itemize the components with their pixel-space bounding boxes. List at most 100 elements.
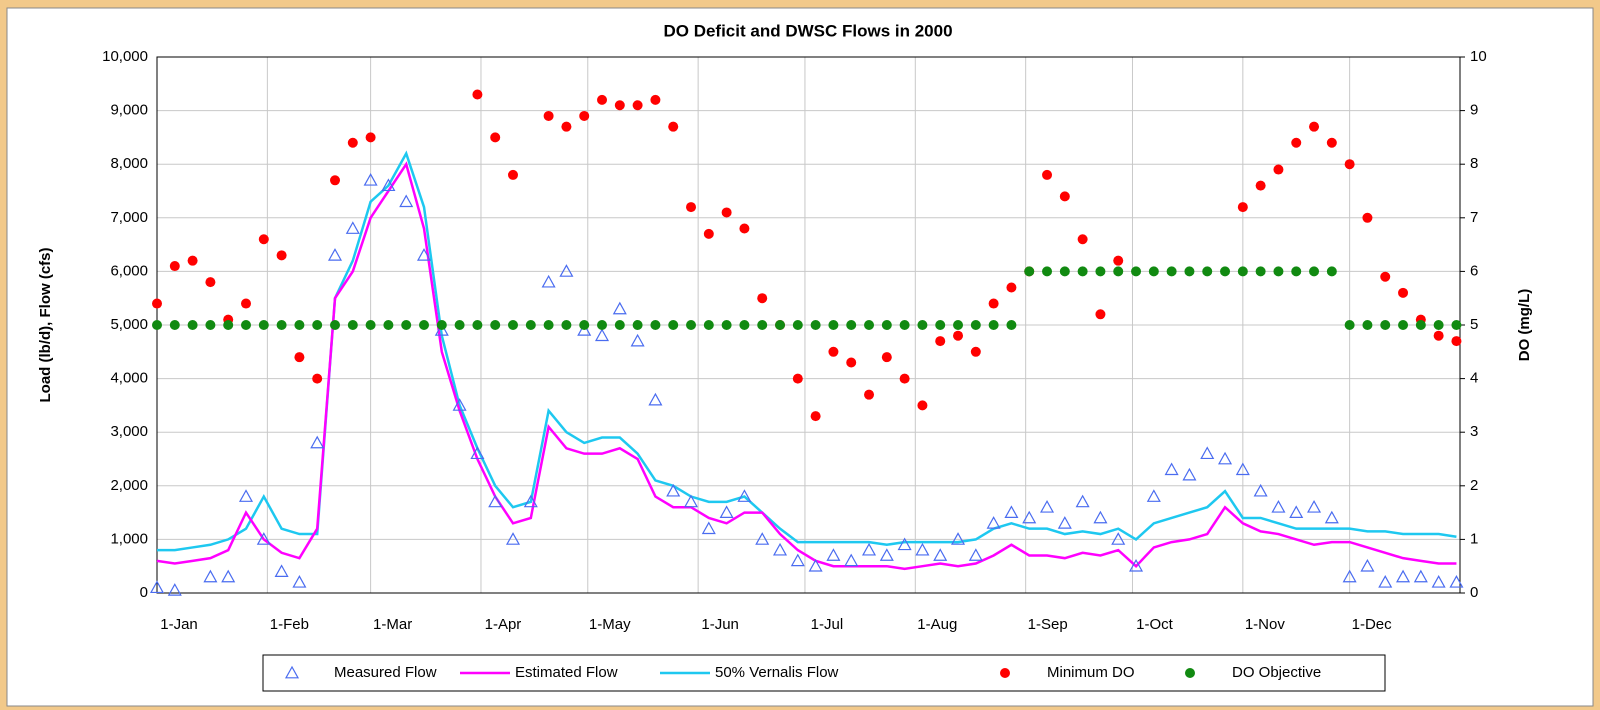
measured-point: [1022, 510, 1037, 524]
do-point: [294, 352, 305, 363]
measured-point: [1129, 558, 1144, 572]
do-point: [792, 320, 803, 330]
do-point: [152, 298, 162, 309]
measured-point: [345, 221, 360, 234]
do-point: [650, 94, 661, 105]
chart-title: DO Deficit and DWSC Flows in 2000: [663, 21, 952, 40]
measured-point: [1075, 494, 1090, 508]
x-tick-label: 1-Jul: [811, 616, 844, 633]
do-point: [1059, 266, 1070, 277]
do-point: [347, 137, 358, 148]
measured-point: [1093, 510, 1108, 524]
do-point: [401, 320, 412, 330]
legend-label: DO Objective: [1232, 664, 1321, 681]
x-tick-label: 1-Nov: [1245, 616, 1286, 633]
measured-point: [968, 548, 983, 561]
measured-point: [1200, 446, 1215, 460]
do-point: [1326, 137, 1337, 148]
measured-point: [1413, 569, 1428, 583]
do-point: [241, 320, 252, 330]
do-point: [1042, 169, 1053, 180]
do-point: [703, 320, 714, 330]
legend-label: Measured Flow: [334, 664, 437, 681]
measured-point: [256, 532, 271, 545]
do-point: [1433, 330, 1444, 341]
do-point: [187, 255, 198, 266]
do-point: [1095, 309, 1106, 320]
y2-tick-label: 4: [1470, 370, 1478, 387]
measured-point: [470, 446, 485, 460]
measured-point: [772, 542, 788, 556]
y2-tick-label: 6: [1470, 262, 1478, 279]
do-point: [1059, 191, 1070, 202]
do-point: [935, 320, 946, 330]
measured-point: [648, 392, 663, 406]
measured-point: [666, 483, 681, 497]
do-point: [258, 320, 269, 330]
do-point: [312, 373, 323, 384]
measured-point: [1307, 500, 1322, 513]
do-point: [561, 320, 572, 330]
measured-point: [719, 505, 734, 519]
do-point: [828, 320, 839, 330]
do-point: [579, 110, 590, 121]
x-tick-label: 1-Feb: [270, 616, 309, 633]
do-point: [1362, 212, 1373, 223]
measured-point: [951, 532, 966, 545]
x-tick-label: 1-Mar: [373, 616, 412, 633]
do-point: [792, 373, 803, 384]
do-point: [881, 320, 892, 330]
do-point: [1042, 266, 1053, 277]
do-point: [294, 320, 305, 330]
do-point: [1326, 266, 1337, 277]
y-tick-label: 7,000: [110, 209, 148, 226]
measured-point: [221, 569, 236, 583]
y2-tick-label: 1: [1470, 530, 1478, 547]
do-point: [169, 261, 180, 272]
measured-point: [1146, 489, 1161, 502]
x-tick-label: 1-Sep: [1028, 616, 1068, 633]
measured-point: [915, 542, 930, 556]
do-point: [1184, 266, 1195, 277]
measured-point: [292, 575, 307, 588]
do-point: [1237, 266, 1248, 277]
do-point: [1433, 320, 1444, 330]
do-point: [276, 250, 287, 261]
do-point: [205, 277, 216, 288]
measured-point: [826, 548, 841, 561]
measured-point: [1431, 575, 1446, 588]
do-point: [347, 320, 358, 330]
y-tick-label: 0: [140, 584, 148, 601]
measured-point: [523, 494, 538, 508]
do-point: [1344, 320, 1355, 330]
legend-label: Minimum DO: [1047, 664, 1135, 681]
do-point: [1006, 282, 1017, 293]
do-point: [686, 202, 697, 213]
do-point: [614, 320, 625, 330]
measured-point: [149, 580, 165, 594]
measured-point: [862, 542, 877, 556]
measured-point: [203, 569, 218, 583]
do-point: [632, 320, 643, 330]
do-point: [1006, 320, 1017, 330]
do-point: [881, 352, 892, 363]
do-point: [1309, 266, 1320, 277]
do-point: [668, 320, 679, 330]
do-point: [579, 320, 590, 330]
measured-point: [879, 548, 894, 561]
do-point: [864, 389, 875, 400]
measured-point: [452, 398, 467, 411]
measured-point: [363, 173, 378, 186]
measured-point: [327, 248, 343, 261]
do-point: [1255, 180, 1266, 191]
measured-point: [1396, 569, 1411, 583]
x-tick-label: 1-Apr: [485, 616, 522, 633]
measured-point: [488, 494, 503, 508]
do-point: [1148, 266, 1159, 277]
y-tick-label: 6,000: [110, 262, 148, 279]
do-point: [1237, 202, 1248, 213]
measured-point: [630, 333, 645, 347]
measured-point: [1289, 505, 1304, 519]
do-point: [525, 320, 536, 330]
do-point: [1398, 320, 1409, 330]
